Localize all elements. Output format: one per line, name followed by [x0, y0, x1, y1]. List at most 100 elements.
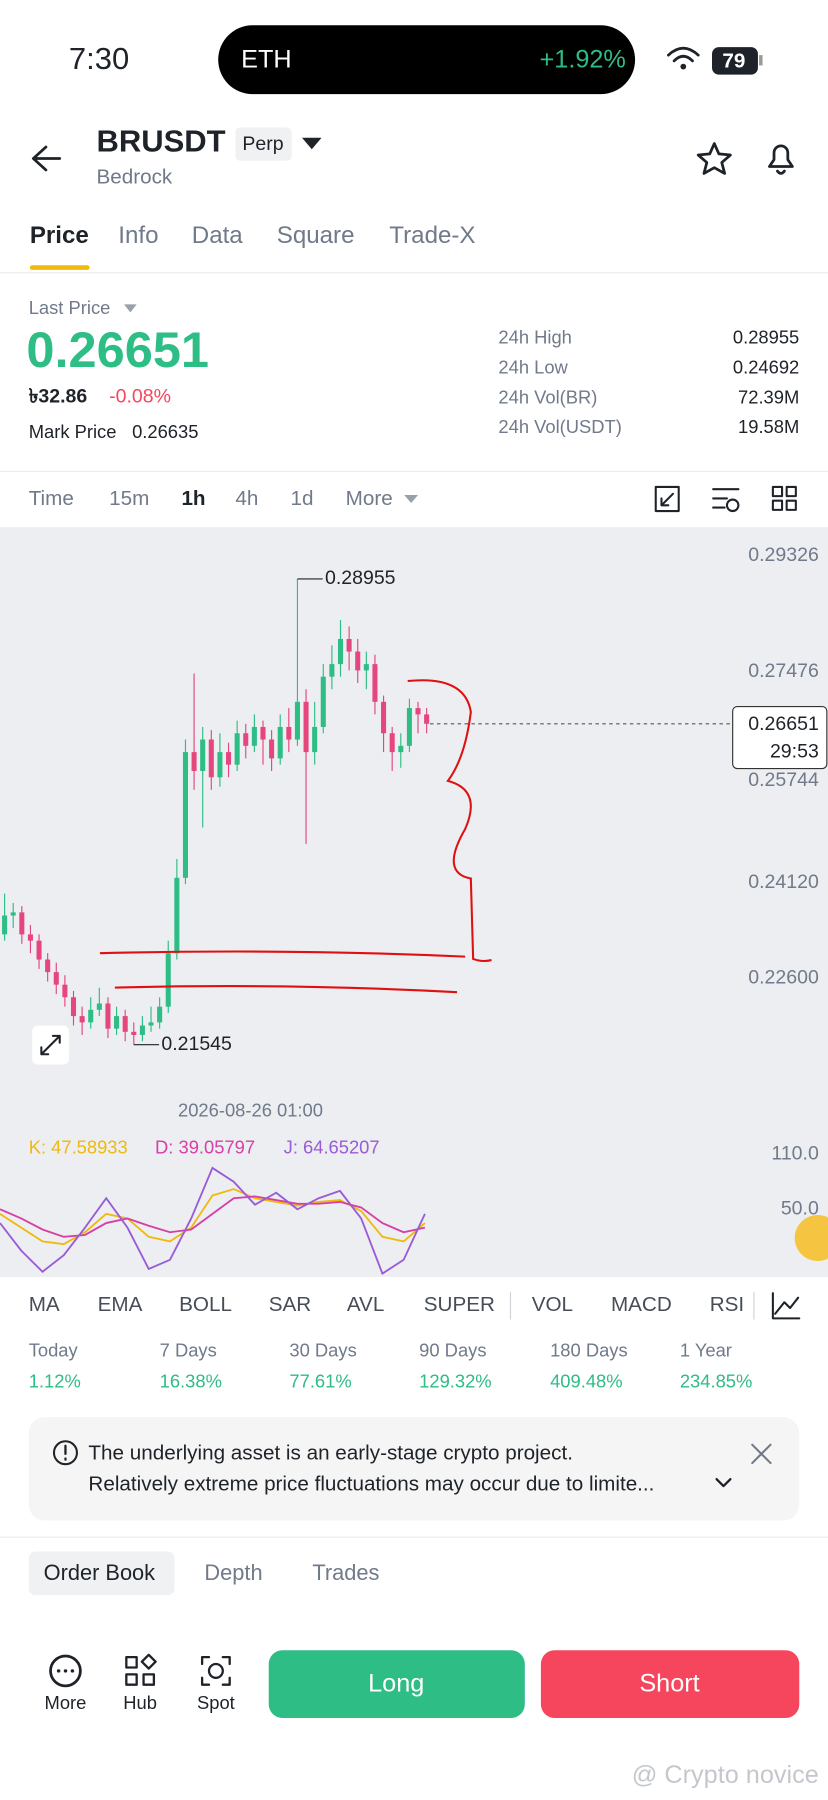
candle-body: [312, 726, 318, 753]
book-tab[interactable]: Trades: [312, 1560, 379, 1585]
countdown: 29:53: [770, 741, 819, 763]
divider: [0, 272, 828, 274]
period-change: 1.12%: [29, 1371, 81, 1392]
timeframe[interactable]: Time: [29, 487, 74, 510]
short-button[interactable]: [540, 1650, 800, 1719]
symbol-dropdown[interactable]: [302, 137, 322, 150]
stat-label: 24h Low: [498, 356, 568, 377]
tab[interactable]: Trade-X: [389, 222, 475, 249]
last-price-label[interactable]: Last Price: [29, 297, 111, 318]
assistant-bubble[interactable]: [794, 1215, 828, 1261]
stat-value: 0.24692: [733, 356, 799, 377]
candle-body: [260, 726, 266, 740]
current-price-box: [732, 705, 828, 770]
candle-body: [10, 912, 16, 916]
candle-body: [182, 752, 188, 878]
indicator[interactable]: MA: [29, 1293, 60, 1316]
battery-tip: [759, 55, 763, 66]
stat-value: 0.28955: [733, 327, 799, 348]
indicator-settings[interactable]: [771, 1292, 801, 1320]
notice-icon: [52, 1440, 78, 1466]
stats: 24h High 0.28955 24h Low 0.24692 24h Vol…: [498, 327, 799, 438]
alert-button[interactable]: [768, 144, 794, 175]
indicator[interactable]: SUPER: [424, 1293, 495, 1316]
period: 1 Year: [680, 1340, 732, 1361]
indicator[interactable]: AVL: [347, 1293, 385, 1316]
candle-body: [122, 1016, 128, 1032]
candle-body: [406, 708, 412, 746]
indicator[interactable]: EMA: [98, 1293, 143, 1316]
candle-body: [19, 912, 25, 935]
book-tab[interactable]: Depth: [204, 1560, 262, 1585]
timeframe[interactable]: 4h: [235, 487, 258, 510]
tab[interactable]: Data: [192, 222, 244, 249]
back-button[interactable]: [31, 145, 62, 172]
ticker: ETH: [241, 46, 292, 74]
chart-settings[interactable]: [712, 488, 740, 509]
last-price: 0.26651: [26, 321, 209, 378]
candle-body: [381, 701, 387, 734]
candle-body: [415, 708, 421, 715]
period: 180 Days: [550, 1340, 628, 1361]
stat-value: 19.58M: [738, 416, 799, 437]
ticker-change: +1.92%: [540, 46, 626, 74]
kdj-line: [0, 1188, 426, 1246]
candle-body: [165, 953, 171, 1007]
spot-icon[interactable]: [200, 1655, 231, 1686]
nav-label[interactable]: Spot: [197, 1692, 235, 1713]
timeframe[interactable]: 1h: [181, 487, 205, 510]
candle-body: [346, 638, 352, 652]
expand-notice[interactable]: [715, 1477, 732, 1488]
indicators: MA EMA BOLL SAR AVL SUPER VOL MACD RSI: [29, 1291, 801, 1320]
indicator[interactable]: RSI: [710, 1293, 744, 1316]
date-label: 2026-08-26 01:00: [178, 1100, 323, 1121]
y-tick-label: 0.27476: [748, 660, 819, 682]
long-button[interactable]: [268, 1650, 525, 1719]
hub-icon[interactable]: [125, 1653, 157, 1686]
favorite-button[interactable]: [696, 142, 732, 175]
dropdown: [404, 494, 419, 503]
indicator[interactable]: VOL: [532, 1293, 573, 1316]
candle-body: [320, 676, 326, 727]
perp-badge: [235, 127, 292, 161]
mark-label: Mark Price: [29, 421, 117, 442]
candle-body: [208, 739, 214, 778]
high-label: 0.28955: [325, 567, 396, 589]
nav-label[interactable]: More: [45, 1692, 87, 1713]
layout-button[interactable]: [771, 485, 797, 511]
timeframe[interactable]: 1d: [291, 487, 314, 510]
tab[interactable]: Price: [30, 222, 89, 249]
candle-body: [157, 1006, 163, 1023]
book-tab[interactable]: Order Book: [44, 1560, 156, 1585]
more-icon[interactable]: [49, 1654, 82, 1688]
candle-body: [148, 1022, 154, 1026]
short-label: Short: [639, 1669, 699, 1697]
tab[interactable]: Square: [277, 222, 355, 249]
nav-label[interactable]: Hub: [123, 1692, 157, 1713]
candle-body: [337, 638, 344, 665]
candle-body: [62, 984, 68, 998]
notice-box: [28, 1417, 800, 1521]
y-tick-label: 0.29326: [748, 544, 819, 566]
wifi-icon: [666, 46, 700, 63]
indicator[interactable]: SAR: [269, 1293, 311, 1316]
indicator[interactable]: MACD: [611, 1293, 672, 1316]
period-change: 16.38%: [160, 1371, 222, 1392]
timeframe[interactable]: 15m: [109, 487, 149, 510]
tab[interactable]: Info: [118, 222, 158, 249]
chart-settings: [725, 498, 740, 513]
candle-body: [226, 752, 232, 765]
close-button[interactable]: [751, 1443, 772, 1465]
candle-body: [251, 726, 257, 746]
candle-body: [355, 651, 361, 671]
y-tick-label: 50.0: [781, 1197, 819, 1219]
dynamic-island[interactable]: [218, 25, 636, 95]
timeframe[interactable]: More: [346, 487, 393, 510]
indicator[interactable]: BOLL: [179, 1293, 232, 1316]
legend-entry: D: 39.05797: [155, 1136, 255, 1157]
candle-body: [200, 739, 206, 771]
chart-tool[interactable]: [654, 485, 680, 513]
y-tick-label: 0.24120: [748, 871, 819, 893]
wifi-dot: [680, 63, 687, 70]
